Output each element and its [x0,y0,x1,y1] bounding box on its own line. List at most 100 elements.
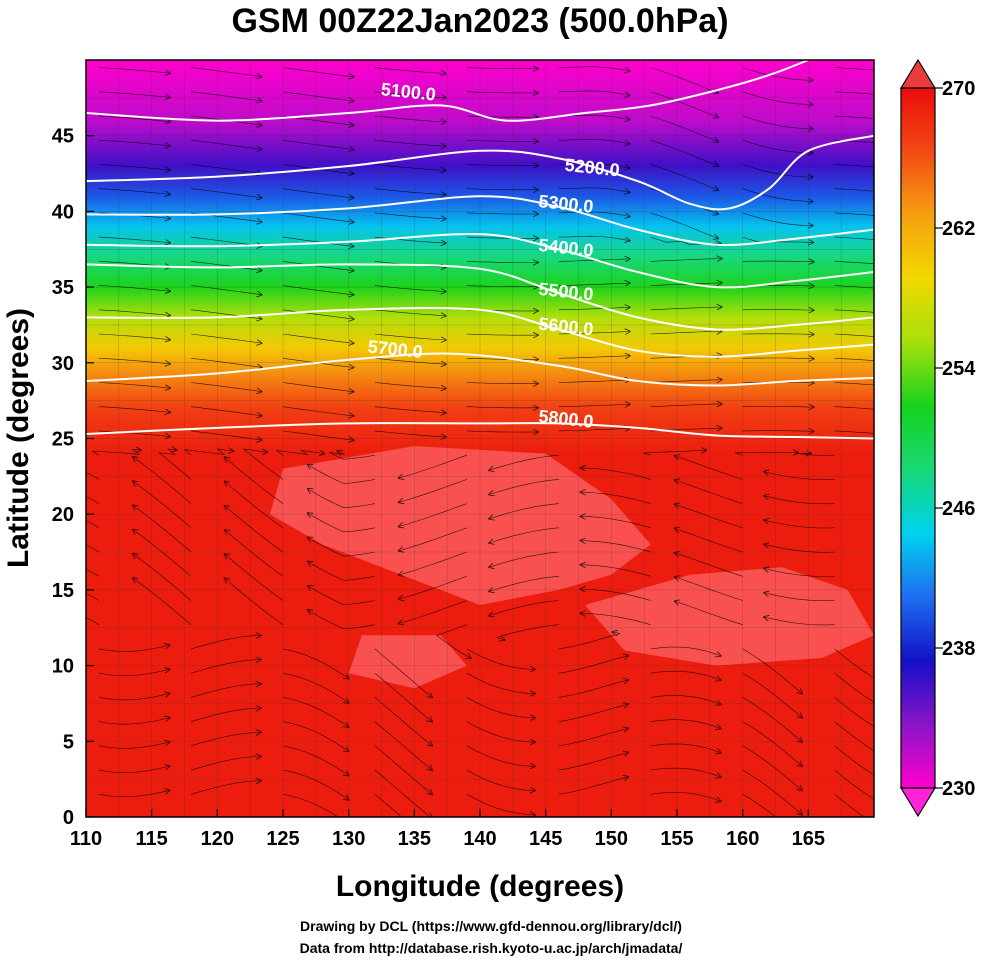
streamline [742,794,777,817]
streamline [558,90,630,96]
streamline [282,212,354,222]
streamline [86,520,100,529]
streamline [191,333,261,343]
streamline [834,672,874,703]
streamline [308,610,375,630]
streamline [742,91,813,105]
streamline [308,537,375,557]
streamline [99,333,170,340]
streamline [282,91,354,101]
streamline [742,769,802,815]
streamline [191,139,261,149]
streamline [834,285,874,289]
streamline [308,586,375,605]
streamline [133,578,192,625]
streamline [282,139,354,149]
streamline [764,520,835,529]
streamline [133,554,192,601]
streamline [795,453,835,455]
chart-title: GSM 00Z22Jan2023 (500.0hPa) [231,2,728,40]
streamline [466,648,535,670]
streamline [742,261,814,262]
height-contour [86,134,874,211]
streamline [374,139,446,146]
streamline [558,163,630,169]
streamline [764,544,835,553]
streamline [742,164,813,178]
x-axis: 110 115 120 125 130 135 140 145 150 155 160 165 [70,809,825,850]
streamline [466,745,535,767]
height-contours: 5100.05200.05300.05400.05500.05600.05700… [86,60,874,440]
streamline [558,704,628,722]
credit-line-2: Data from http://database.rish.kyoto-u.a… [299,940,683,956]
streamline [489,576,559,591]
streamline [466,237,538,238]
streamline [374,794,403,817]
height-contour [86,232,874,289]
streamline [742,407,814,408]
streamline [86,568,100,577]
streamline [282,697,349,727]
streamline [742,672,802,718]
x-tick-label: 155 [660,828,693,850]
height-contour [86,422,874,440]
streamline [466,189,538,190]
x-tick-label: 120 [201,828,234,850]
streamline [466,697,535,718]
streamline [742,431,814,432]
streamline [834,236,874,240]
streamline [466,407,538,408]
streamline [99,694,169,701]
x-tick-label: 125 [266,828,299,850]
streamline [282,382,354,392]
streamline [558,632,621,650]
streamline [191,261,261,270]
streamline [466,261,538,262]
warm-patch [585,567,874,666]
streamline [834,721,874,752]
streamline [650,283,722,286]
plot-area: 5100.05200.05300.05400.05500.05600.05700… [86,60,874,817]
colorbar-max-arrow [899,58,937,89]
streamline [675,553,743,577]
streamline [282,261,354,270]
streamline [99,67,170,74]
streamline [834,648,874,679]
y-tick-label: 25 [52,429,74,451]
streamline [581,492,651,504]
warm-patch [348,635,467,689]
streamline [558,283,630,286]
y-tick-label: 40 [52,201,74,223]
streamline [466,358,538,359]
streamline [650,307,722,310]
streamline [86,544,100,553]
streamline [436,624,471,659]
streamline [643,450,706,456]
streamline [282,794,339,817]
streamline [158,449,192,480]
streamline [581,589,651,601]
streamline [99,309,170,316]
streamline [558,753,628,771]
streamline [495,624,559,640]
streamline [99,766,169,773]
y-tick-label: 0 [63,807,74,829]
x-tick-label: 115 [136,828,168,850]
streamline [489,454,559,470]
streamline [742,115,813,129]
streamline [374,309,446,316]
streamline [581,468,651,480]
streamline [742,310,814,311]
colorbar-tick-label: 262 [942,218,975,240]
streamline [99,645,169,652]
streamline [466,68,538,69]
streamline [558,656,628,674]
streamline [489,527,559,543]
streamline [191,285,261,295]
streamline [99,188,170,195]
streamline [374,115,446,122]
streamline [308,465,375,484]
streamline [466,383,538,384]
streamline [374,67,446,74]
streamline [99,164,170,171]
